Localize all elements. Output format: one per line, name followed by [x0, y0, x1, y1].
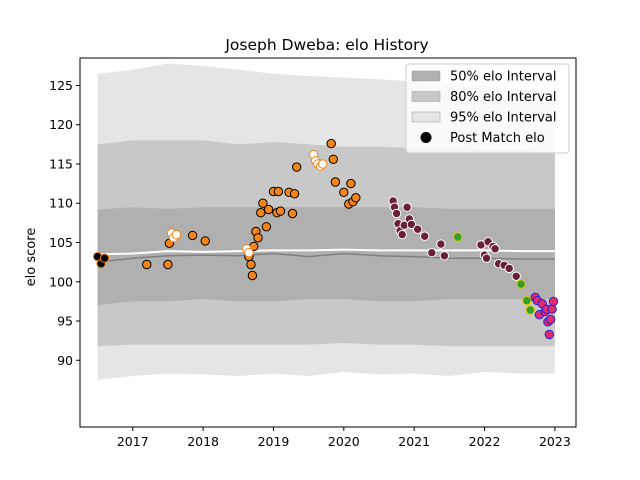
y-tick-label: 125: [49, 78, 73, 93]
legend: 50% elo Interval 80% elo Interval 95% elo …: [405, 63, 570, 154]
data-point: [391, 208, 402, 219]
data-point: [439, 251, 450, 261]
data-point: [258, 198, 268, 208]
data-point: [328, 154, 338, 165]
legend-label: 95% elo Interval: [450, 111, 557, 126]
y-tick-label: 95: [57, 314, 73, 329]
x-axis: 2017 2018 2019 2020 2021 2022 2023: [117, 427, 571, 449]
chart-title: Joseph Dweba: elo History: [224, 36, 428, 54]
x-tick-label: 2017: [117, 434, 149, 449]
y-axis: 90 95 100 105 110 115 120 125: [49, 78, 80, 368]
y-tick-label: 90: [57, 353, 73, 368]
data-point: [326, 138, 336, 149]
plot-frame: [79, 57, 577, 428]
legend-box: [405, 63, 570, 154]
data-point: [544, 329, 554, 340]
x-tick-label: 2020: [328, 434, 360, 449]
data-point: [261, 222, 272, 232]
data-point: [522, 295, 532, 306]
x-tick-label: 2018: [187, 434, 219, 449]
median-line: [97, 248, 555, 256]
data-point: [273, 186, 284, 197]
data-point: [99, 253, 110, 263]
legend-swatch: [411, 70, 441, 82]
data-point: [171, 229, 182, 240]
x-tick-label: 2022: [469, 434, 501, 449]
data-point: [547, 304, 557, 314]
x-tick-label: 2023: [539, 434, 571, 449]
data-point: [511, 271, 521, 281]
data-point: [346, 178, 356, 189]
data-point: [481, 253, 492, 263]
data-point: [427, 248, 437, 258]
legend-label: Post Match elo: [450, 131, 545, 146]
legend-label: 50% elo Interval: [450, 70, 557, 85]
data-point: [330, 177, 341, 187]
data-point: [548, 296, 559, 307]
y-tick-label: 100: [49, 274, 73, 289]
data-point: [142, 259, 152, 270]
data-point: [546, 314, 556, 325]
data-point: [246, 259, 256, 270]
data-point: [244, 248, 254, 258]
legend-swatch: [411, 111, 441, 123]
band-50-interval: [97, 207, 555, 306]
data-point: [289, 189, 300, 199]
y-tick-label: 110: [49, 196, 73, 211]
data-point: [292, 162, 302, 172]
data-point: [187, 230, 198, 241]
data-point: [163, 259, 173, 270]
data-point: [287, 208, 298, 219]
y-tick-label: 120: [49, 117, 73, 132]
data-point: [397, 229, 407, 240]
y-axis-label: elo score: [24, 228, 39, 287]
legend-swatch: [411, 91, 441, 102]
y-tick-label: 115: [49, 156, 73, 171]
data-point: [253, 233, 263, 243]
data-point: [318, 159, 328, 169]
data-point: [339, 187, 349, 198]
data-point: [256, 208, 266, 218]
data-point: [504, 263, 514, 274]
data-point: [402, 202, 412, 212]
data-point: [247, 270, 258, 281]
y-tick-label: 105: [49, 235, 73, 250]
data-point: [516, 279, 526, 289]
x-tick-label: 2021: [398, 434, 430, 449]
data-point: [275, 206, 286, 216]
legend-marker: [420, 132, 432, 143]
x-tick-label: 2019: [258, 434, 290, 449]
data-point: [413, 224, 423, 234]
data-point: [406, 219, 417, 230]
data-point: [525, 305, 535, 315]
data-point: [200, 236, 210, 246]
mean-line: [97, 252, 555, 263]
legend-label: 80% elo Interval: [450, 90, 557, 105]
data-point: [351, 193, 361, 203]
data-point: [420, 231, 430, 241]
data-point: [490, 244, 500, 254]
data-point: [263, 204, 274, 215]
data-point: [436, 239, 446, 249]
data-point: [453, 232, 463, 242]
